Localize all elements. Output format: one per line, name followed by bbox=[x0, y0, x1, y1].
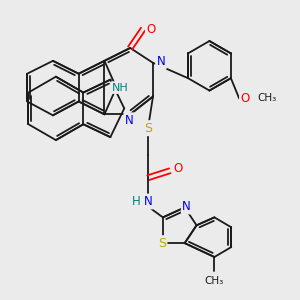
Text: NH: NH bbox=[112, 82, 129, 93]
Text: N: N bbox=[125, 114, 134, 127]
Text: O: O bbox=[173, 162, 182, 175]
Text: H: H bbox=[132, 195, 140, 208]
Text: S: S bbox=[158, 237, 166, 250]
Text: N: N bbox=[182, 200, 191, 213]
Text: S: S bbox=[144, 122, 152, 135]
Text: N: N bbox=[157, 55, 165, 68]
Text: CH₃: CH₃ bbox=[205, 276, 224, 286]
Text: N: N bbox=[144, 195, 152, 208]
Text: O: O bbox=[241, 92, 250, 105]
Text: CH₃: CH₃ bbox=[257, 94, 276, 103]
Text: O: O bbox=[146, 22, 156, 36]
